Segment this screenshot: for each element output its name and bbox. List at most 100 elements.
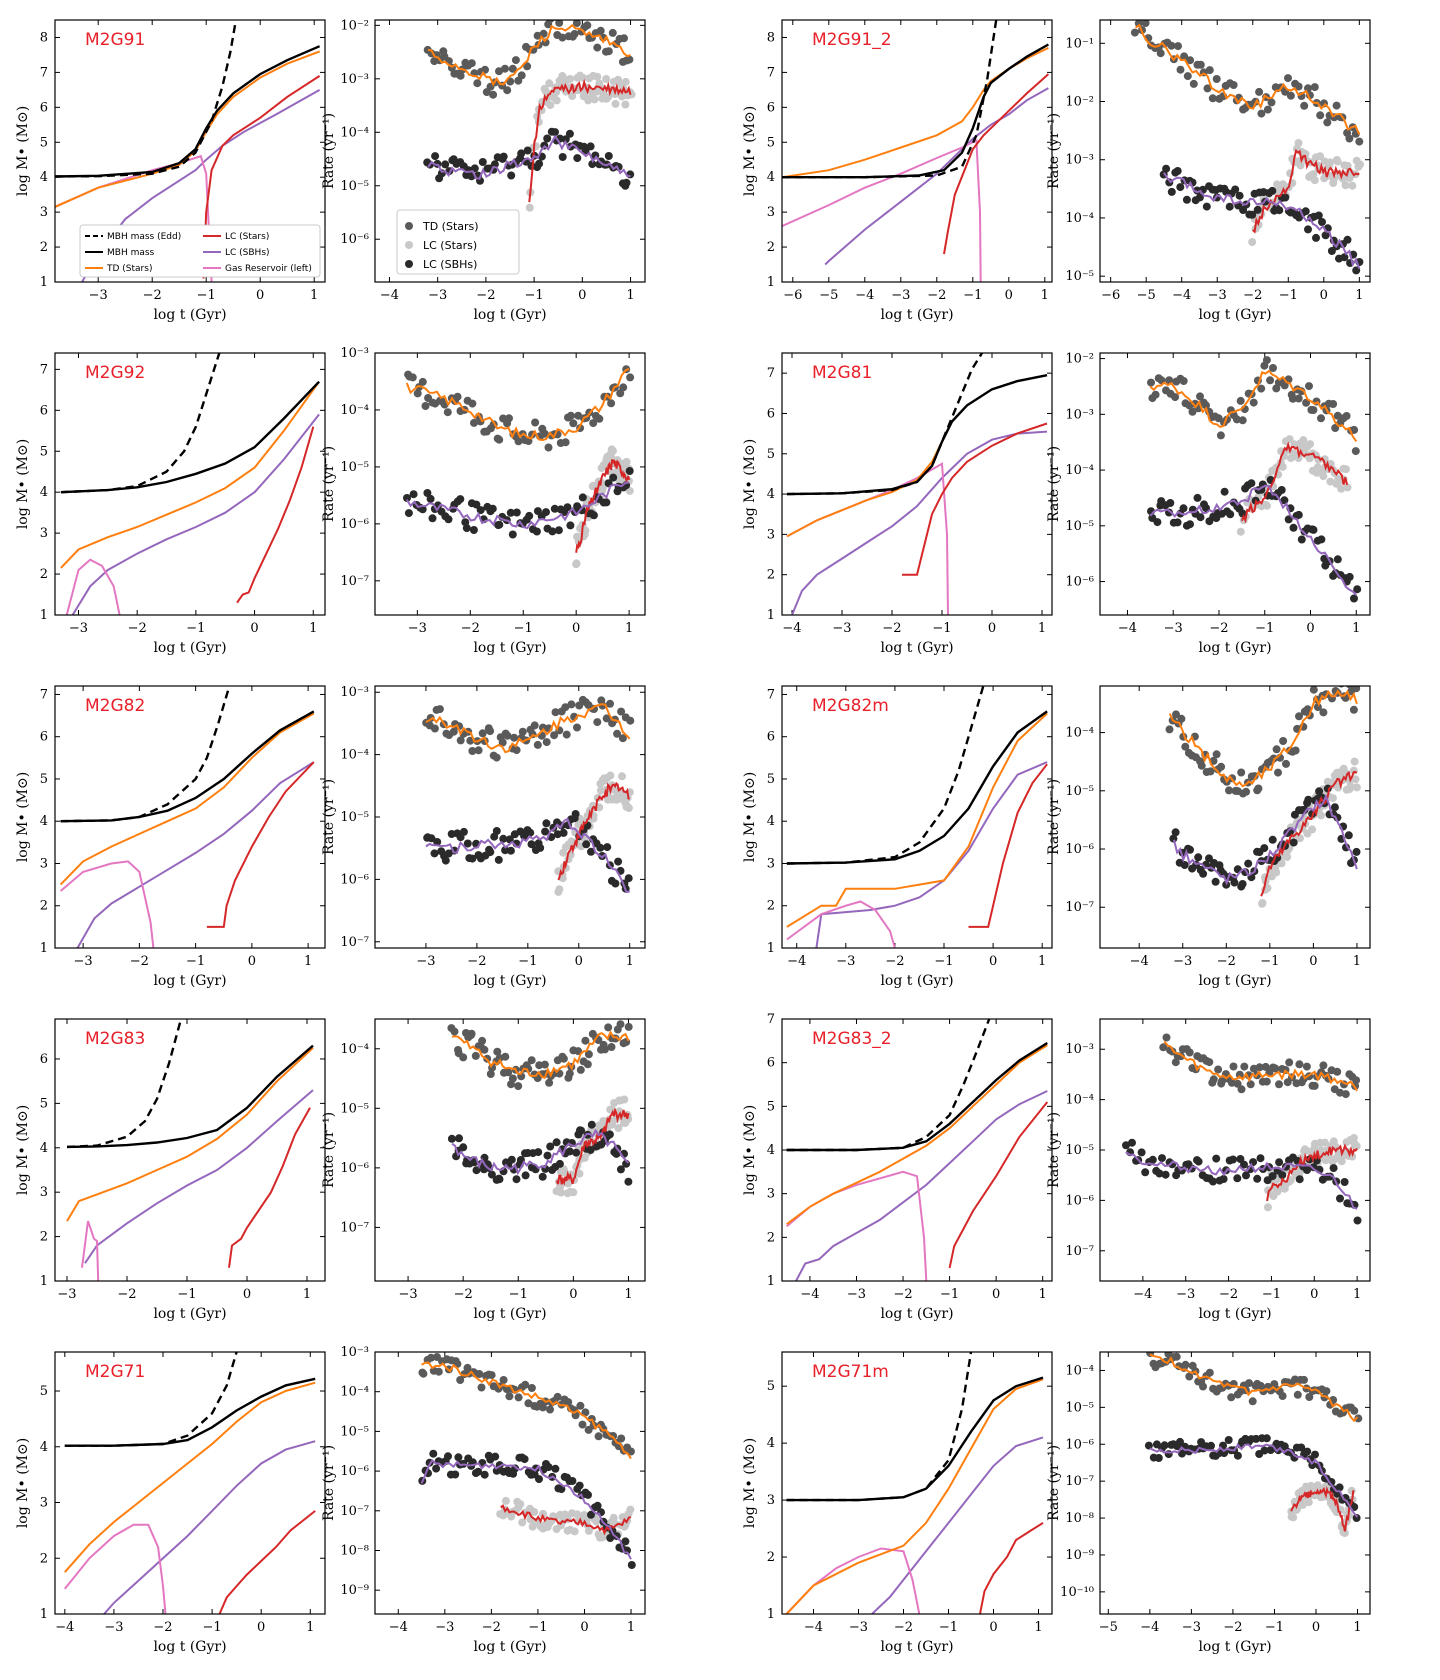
series-line-gas-reservoir-left — [59, 860, 155, 948]
y-tick-label: 2 — [40, 240, 48, 255]
scatter-point-lc-sbhs — [1186, 845, 1194, 854]
x-tick-label: 0 — [580, 1620, 588, 1635]
y-tick-label: 7 — [767, 1012, 775, 1027]
y-tick-label: 10⁻⁵ — [340, 1424, 369, 1439]
scatter-point-td-stars — [600, 1045, 609, 1054]
scatter-point-td-stars — [624, 1022, 633, 1031]
scatter-point-td-stars — [542, 738, 551, 747]
scatter-point-td-stars — [1237, 768, 1246, 777]
scatter-point-td-stars — [590, 705, 598, 713]
y-tick-label: 10⁻⁸ — [1065, 1511, 1094, 1526]
x-axis-label: log t (Gyr) — [473, 1639, 546, 1655]
axes-frame — [1099, 685, 1371, 949]
scatter-point-td-stars — [478, 729, 487, 738]
scatter-point-td-stars — [505, 1392, 514, 1401]
y-tick-label: 1 — [767, 275, 775, 290]
plot-area — [1147, 356, 1362, 603]
scatter-point-lc-stars — [1294, 454, 1303, 462]
y-tick-label: 10⁻⁷ — [340, 1504, 369, 1519]
x-tick-label: −1 — [939, 1620, 958, 1635]
x-tick-label: −2 — [1223, 1620, 1242, 1635]
legend-label-gas-reservoir-left: Gas Reservoir (left) — [225, 264, 312, 274]
y-tick-label: 10⁻⁵ — [1065, 1143, 1094, 1158]
series-line-gas-reservoir-left — [786, 1170, 928, 1281]
scatter-point-lc-sbhs — [551, 1464, 560, 1473]
scatter-point-lc-sbhs — [501, 846, 510, 855]
x-tick-label: −2 — [117, 1287, 136, 1302]
scatter-point-lc-sbhs — [1122, 1141, 1130, 1150]
scatter-point-lc-stars — [1326, 158, 1335, 167]
x-tick-label: −2 — [893, 1287, 912, 1302]
scatter-point-lc-stars — [618, 772, 626, 781]
scatter-point-lc-sbhs — [606, 1534, 615, 1542]
plot-area — [423, 20, 636, 212]
x-tick-label: −4 — [55, 1620, 74, 1635]
scatter-point-lc-stars — [1304, 1498, 1313, 1507]
series-line-lc-sbhs — [815, 761, 1048, 948]
x-tick-label: 1 — [306, 1620, 314, 1635]
panel-title: M2G83_2 — [812, 1029, 892, 1049]
scatter-point-td-stars — [495, 435, 504, 444]
scatter-point-lc-stars — [569, 1188, 578, 1197]
scatter-point-lc-stars — [557, 1188, 566, 1197]
scatter-point-lc-sbhs — [527, 840, 536, 849]
series-line-mbh-mass — [66, 1044, 314, 1149]
scatter-point-lc-sbhs — [1294, 510, 1303, 519]
series-line-gas-reservoir-left — [81, 1220, 100, 1281]
scatter-point-lc-sbhs — [1233, 1451, 1242, 1460]
scatter-point-lc-sbhs — [1268, 835, 1277, 844]
scatter-point-td-stars — [540, 429, 549, 438]
y-tick-label: 10⁻⁴ — [340, 403, 369, 418]
scatter-point-lc-stars — [1350, 757, 1359, 766]
series-line-lc-sbhs — [1173, 793, 1358, 886]
scatter-point-lc-sbhs — [451, 1470, 460, 1479]
scatter-point-lc-sbhs — [1219, 1175, 1228, 1183]
scatter-point-td-stars — [449, 727, 458, 736]
x-tick-label: −1 — [177, 1287, 196, 1302]
x-tick-label: −2 — [885, 954, 904, 969]
scatter-point-lc-stars — [1316, 152, 1325, 161]
scatter-point-td-stars — [1352, 1076, 1361, 1085]
scatter-point-lc-sbhs — [1330, 803, 1339, 812]
x-tick-label: 1 — [1353, 1287, 1361, 1302]
series-line-td-stars — [64, 1381, 316, 1573]
x-tick-label: −3 — [836, 954, 855, 969]
y-tick-label: 10⁻¹⁰ — [1060, 1585, 1094, 1600]
x-tick-label: −1 — [963, 288, 982, 303]
x-tick-label: 1 — [309, 621, 317, 636]
panel-mass-2: −6 −5 −4 −3 −2 −1 0 1 1 2 3 4 5 6 7 8 log t (Gyr) log M• … — [742, 19, 1053, 323]
y-tick-label: 4 — [40, 1141, 48, 1156]
scatter-point-td-stars — [618, 734, 627, 743]
scatter-point-lc-stars — [609, 446, 617, 455]
y-axis-label: Rate (yr⁻¹) — [1046, 446, 1062, 522]
y-axis-label: log M• (M⊙) — [742, 439, 758, 529]
scatter-point-lc-sbhs — [1196, 513, 1205, 522]
series-line-lc-stars — [555, 1107, 630, 1186]
y-axis-label: log M• (M⊙) — [15, 1105, 31, 1195]
scatter-point-lc-sbhs — [429, 1449, 438, 1458]
scatter-point-lc-sbhs — [1281, 193, 1290, 202]
scatter-point-lc-sbhs — [604, 152, 613, 160]
x-tick-label: −1 — [1260, 954, 1279, 969]
x-tick-label: 0 — [992, 1287, 1000, 1302]
series-line-lc-stars — [206, 761, 315, 928]
scatter-point-lc-sbhs — [1148, 1155, 1157, 1164]
scatter-point-td-stars — [492, 753, 501, 762]
series-line-mbh-mass-edd — [60, 353, 221, 494]
y-tick-label: 10⁻³ — [1065, 407, 1094, 422]
scatter-point-lc-sbhs — [494, 855, 503, 864]
scatter-point-lc-sbhs — [559, 828, 568, 837]
scatter-point-lc-sbhs — [1154, 1454, 1163, 1462]
scatter-point-td-stars — [1212, 750, 1221, 759]
scatter-point-lc-sbhs — [1303, 1166, 1311, 1174]
y-tick-label: 6 — [40, 1052, 48, 1067]
y-tick-label: 4 — [767, 1143, 775, 1158]
scatter-point-lc-stars — [1317, 811, 1325, 820]
series-line-td-stars — [427, 23, 631, 87]
y-tick-label: 2 — [40, 1230, 48, 1245]
scatter-point-td-stars — [1266, 376, 1275, 385]
scatter-point-lc-sbhs — [587, 847, 595, 856]
y-tick-label: 3 — [40, 1185, 48, 1200]
legend-rate: TD (Stars) LC (Stars) LC (SBHs) — [396, 209, 520, 275]
series-line-lc-sbhs — [795, 1090, 1048, 1281]
